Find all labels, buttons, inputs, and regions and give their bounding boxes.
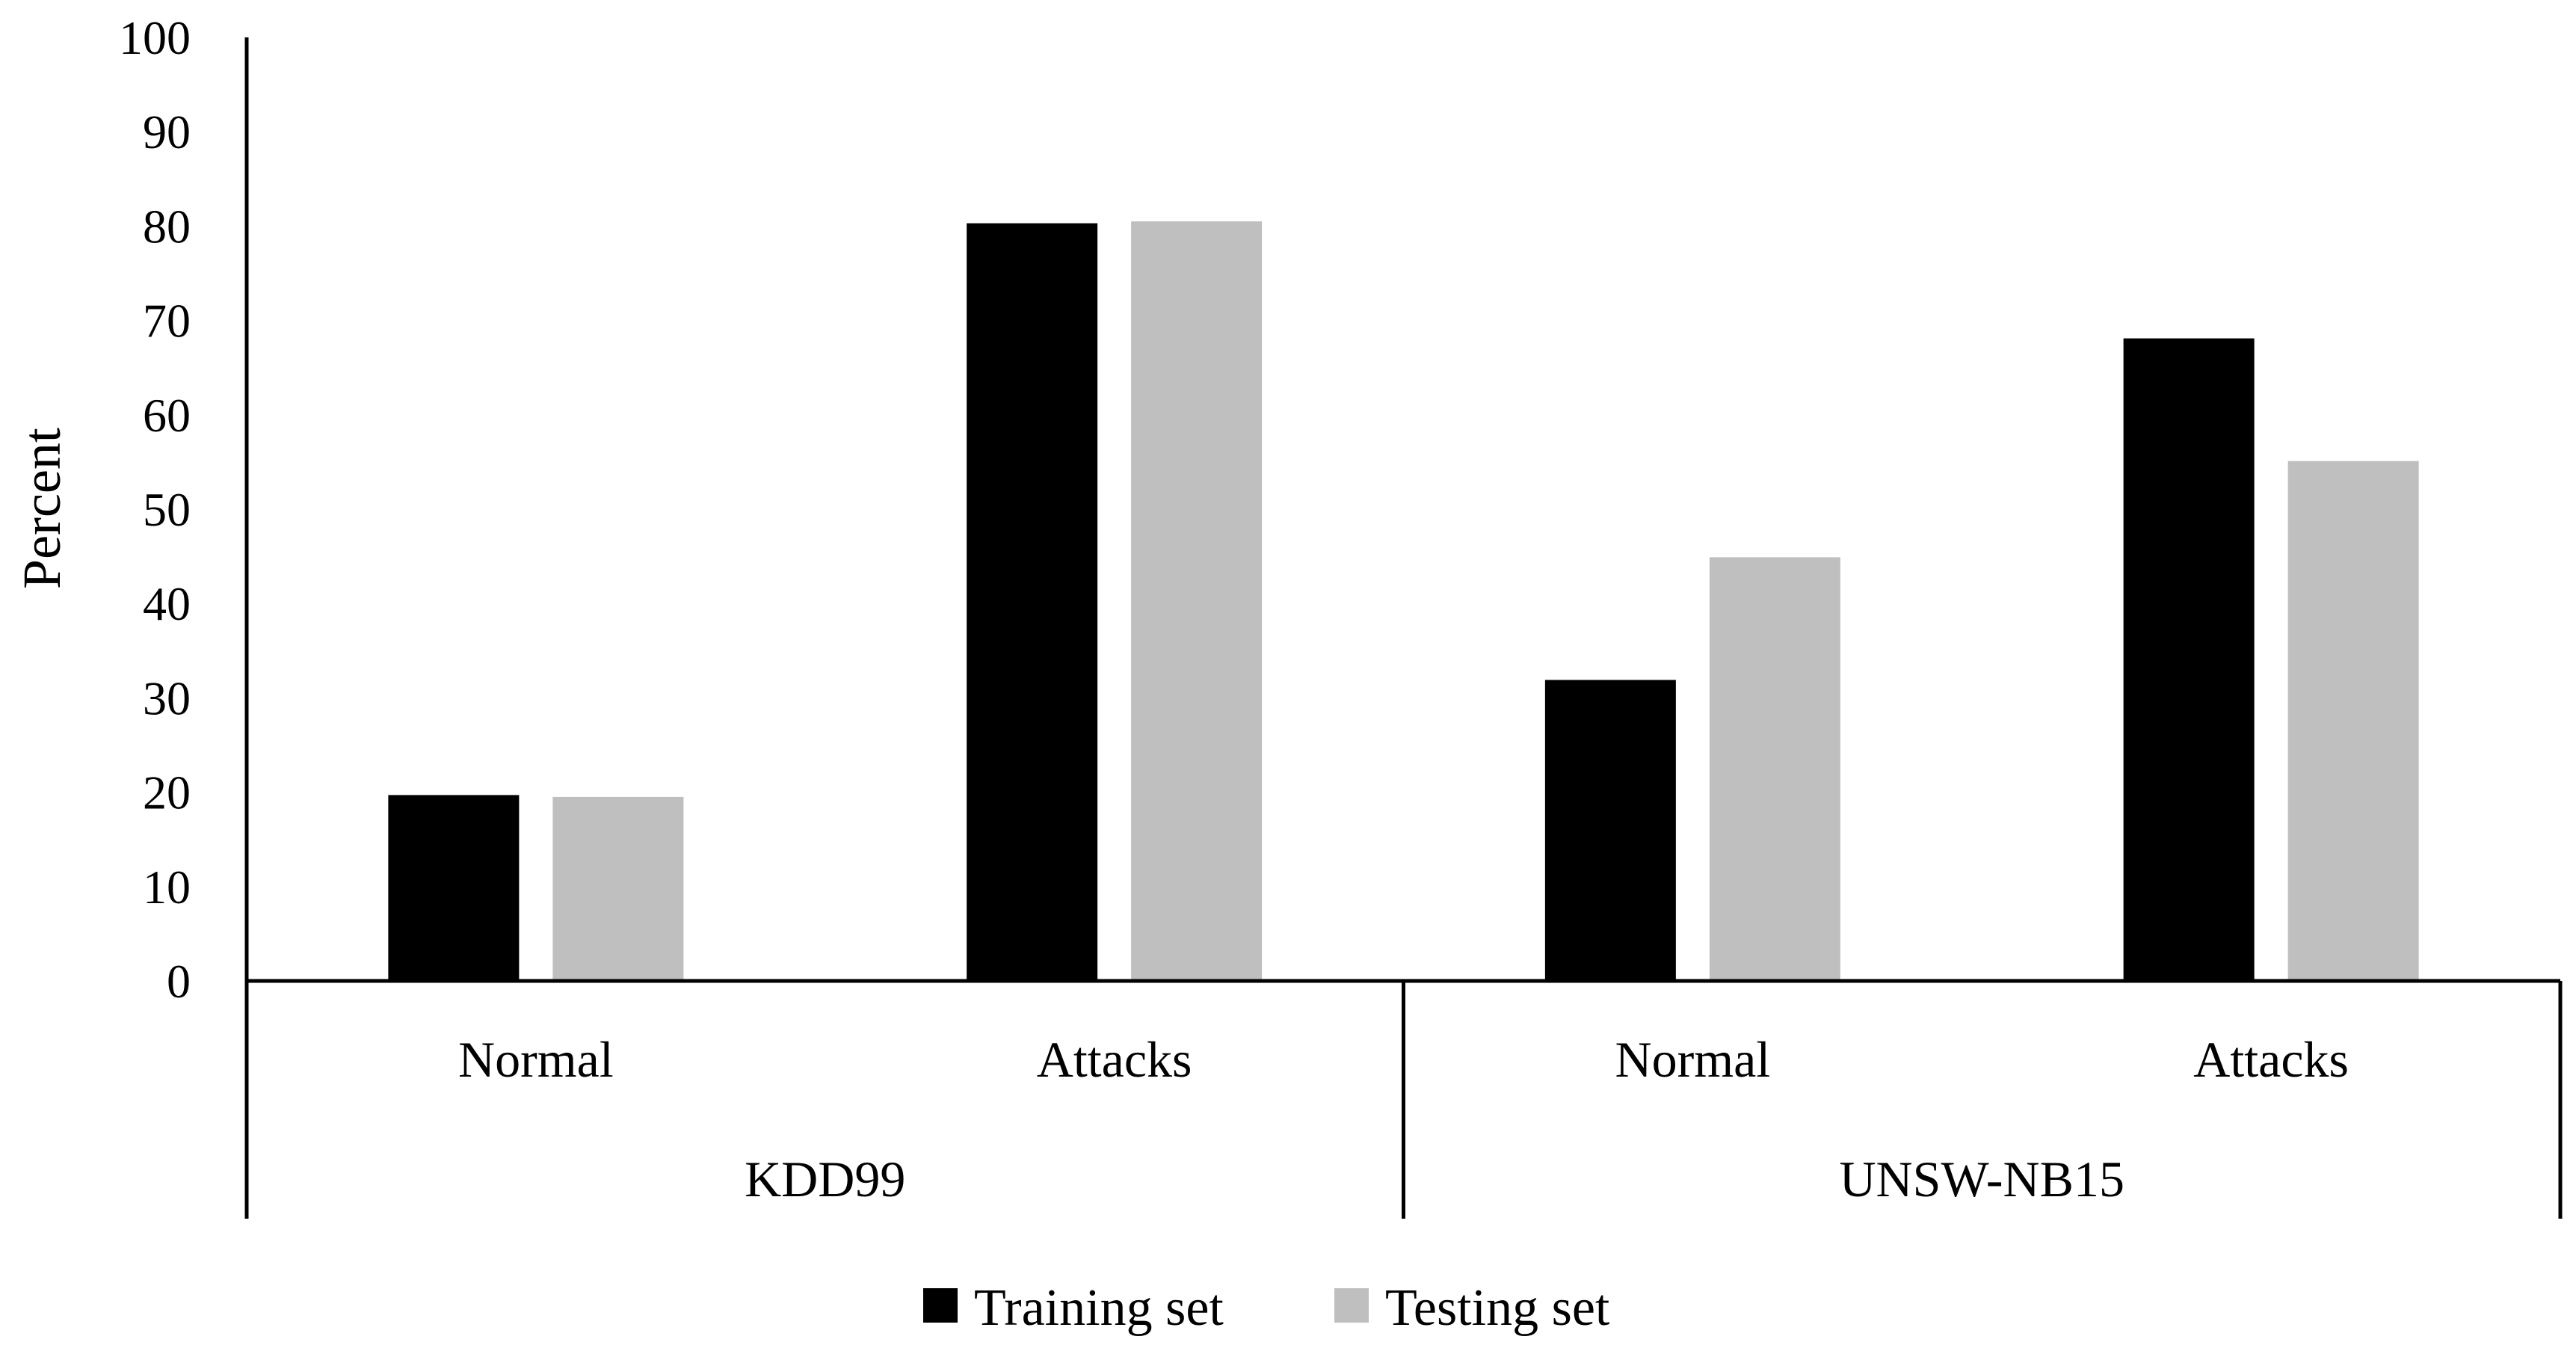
category-label: Attacks bbox=[2193, 1031, 2349, 1088]
y-tick-label: 20 bbox=[143, 766, 191, 819]
y-tick-label: 50 bbox=[143, 483, 191, 536]
legend-swatch bbox=[923, 1288, 958, 1323]
category-label: Normal bbox=[1615, 1031, 1771, 1088]
y-tick-label: 0 bbox=[167, 955, 191, 1008]
group-label: UNSW-NB15 bbox=[1839, 1151, 2124, 1207]
category-labels: Normal Attacks Normal Attacks bbox=[458, 1031, 2349, 1088]
y-tick-label: 100 bbox=[119, 11, 191, 64]
legend-label: Training set bbox=[974, 1279, 1224, 1337]
bar-training-set-3 bbox=[2123, 338, 2255, 981]
y-axis-title: Percent bbox=[12, 428, 72, 589]
legend-swatch bbox=[1334, 1288, 1369, 1323]
y-tick-label: 30 bbox=[143, 671, 191, 724]
y-tick-label: 70 bbox=[143, 295, 191, 348]
bar-testing-set-3 bbox=[2287, 461, 2419, 981]
bar-training-set-2 bbox=[1544, 680, 1676, 981]
axes bbox=[244, 37, 2563, 1219]
group-labels: KDD99 UNSW-NB15 bbox=[745, 1151, 2124, 1207]
y-tick-labels: 0 10 20 30 40 50 60 70 80 90 100 bbox=[119, 11, 191, 1008]
y-tick-label: 80 bbox=[143, 200, 191, 253]
bar-testing-set-2 bbox=[1709, 557, 1840, 981]
bar-testing-set-0 bbox=[552, 796, 684, 981]
bar-testing-set-1 bbox=[1131, 221, 1263, 982]
bar-training-set-0 bbox=[388, 795, 520, 981]
category-label: Attacks bbox=[1037, 1031, 1192, 1088]
legend: Training set Testing set bbox=[923, 1279, 1610, 1337]
legend-label: Testing set bbox=[1385, 1279, 1610, 1337]
bars bbox=[388, 221, 2419, 982]
bar-training-set-1 bbox=[967, 223, 1098, 981]
y-tick-label: 60 bbox=[143, 389, 191, 442]
group-label: KDD99 bbox=[745, 1151, 905, 1207]
category-label: Normal bbox=[458, 1031, 614, 1088]
y-tick-label: 10 bbox=[143, 861, 191, 914]
y-tick-label: 90 bbox=[143, 105, 191, 159]
y-tick-label: 40 bbox=[143, 577, 191, 630]
